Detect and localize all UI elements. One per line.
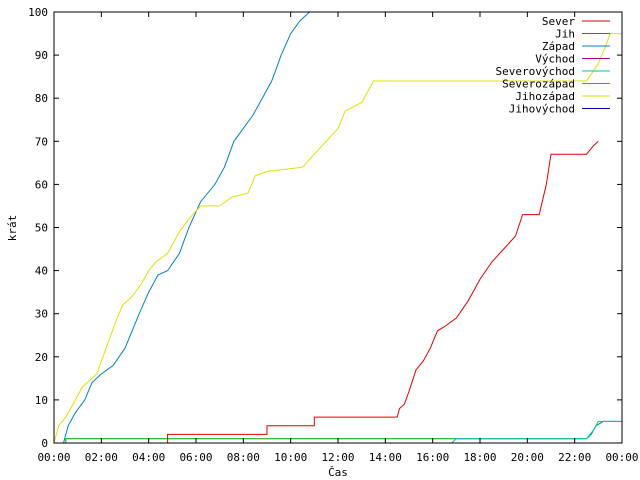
x-tick-label: 00:00: [37, 451, 70, 464]
x-tick-label: 18:00: [463, 451, 496, 464]
legend-label: Západ: [542, 40, 575, 53]
legend-label: Jih: [555, 28, 575, 41]
legend-label: Severozápad: [502, 78, 575, 91]
y-tick-label: 40: [35, 265, 48, 278]
y-tick-label: 90: [35, 49, 48, 62]
y-tick-label: 30: [35, 308, 48, 321]
legend-label: Východ: [535, 53, 575, 66]
x-tick-label: 06:00: [179, 451, 212, 464]
legend-label: Severovýchod: [496, 65, 575, 78]
y-tick-label: 70: [35, 135, 48, 148]
x-tick-label: 22:00: [558, 451, 591, 464]
y-tick-label: 60: [35, 178, 48, 191]
series-line: [54, 11, 315, 444]
x-tick-label: 14:00: [369, 451, 402, 464]
x-tick-label: 12:00: [321, 451, 354, 464]
series-line: [54, 140, 599, 444]
y-tick-label: 100: [28, 6, 48, 19]
y-tick-label: 50: [35, 222, 48, 235]
y-tick-label: 10: [35, 394, 48, 407]
y-tick-label: 0: [41, 437, 48, 450]
x-tick-label: 04:00: [132, 451, 165, 464]
x-tick-label: 20:00: [511, 451, 544, 464]
legend: SeverJihZápadVýchodSeverovýchodSeverozáp…: [496, 15, 610, 116]
x-tick-label: 16:00: [416, 451, 449, 464]
legend-label: Jihovýchod: [509, 103, 575, 116]
legend-label: Sever: [542, 15, 575, 28]
y-tick-label: 80: [35, 92, 48, 105]
legend-label: Jihozápad: [515, 90, 575, 103]
x-axis-label: Čas: [328, 466, 348, 479]
x-tick-label: 08:00: [227, 451, 260, 464]
x-tick-label: 02:00: [85, 451, 118, 464]
x-tick-label: 10:00: [274, 451, 307, 464]
y-tick-label: 20: [35, 351, 48, 364]
series-line: [53, 33, 622, 444]
y-axis-label: krát: [6, 215, 19, 242]
x-tick-label: 00:00: [605, 451, 638, 464]
tick-layer: 00:00 02:00 04:00 06:00 08:00 10:00 12:00 14:00…: [28, 6, 638, 464]
